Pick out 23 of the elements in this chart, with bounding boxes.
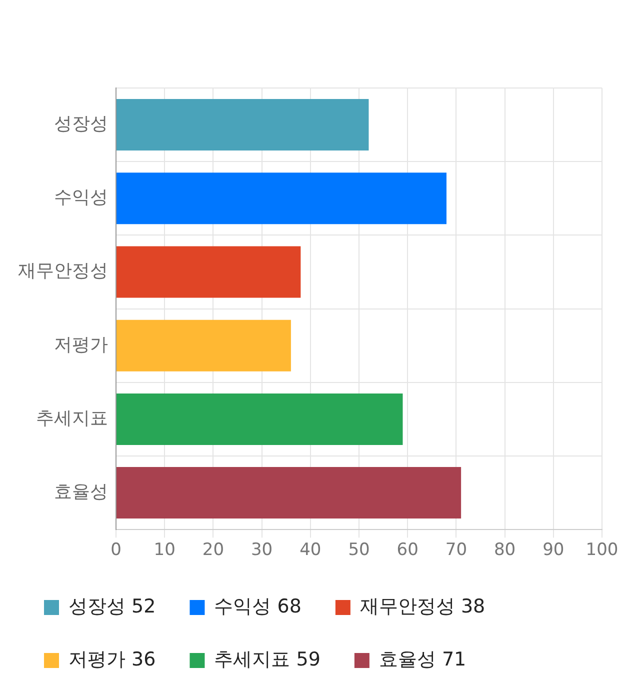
- y-tick-label: 수익성: [54, 187, 108, 208]
- y-tick-label: 성장성: [54, 113, 108, 134]
- x-tick-label: 50: [348, 540, 370, 560]
- legend-label: 저평가 36: [68, 648, 156, 670]
- x-tick-label: 70: [445, 540, 468, 560]
- y-tick-label: 저평가: [54, 334, 108, 356]
- legend-label: 수익성 68: [214, 595, 302, 618]
- x-tick-label: 20: [202, 540, 224, 560]
- x-tick-label: 100: [586, 540, 618, 560]
- legend-label: 재무안정성 38: [360, 595, 486, 618]
- y-tick-label: 추세지표: [36, 408, 108, 429]
- x-tick-label: 60: [396, 540, 418, 560]
- legend-label: 효율성 71: [378, 648, 466, 670]
- x-tick-label: 10: [154, 540, 176, 560]
- x-tick-label: 0: [110, 540, 122, 560]
- x-tick-label: 90: [542, 540, 564, 560]
- y-tick-label: 효율성: [54, 481, 108, 502]
- x-tick-label: 30: [250, 540, 273, 560]
- legend-label: 추세지표 59: [214, 648, 320, 670]
- x-tick-label: 40: [300, 540, 322, 560]
- y-tick-label: 재무안정성: [18, 260, 108, 282]
- legend-label: 성장성 52: [68, 595, 156, 618]
- x-tick-label: 80: [494, 540, 516, 560]
